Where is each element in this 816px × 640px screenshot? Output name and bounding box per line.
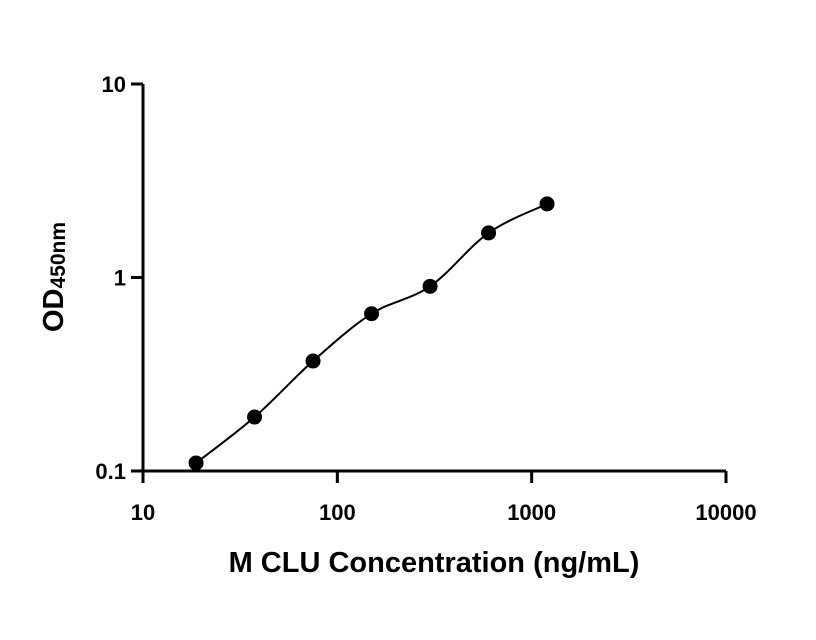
x-tick-label: 10: [131, 500, 155, 525]
y-axis-title-subscript: 450nm: [47, 222, 70, 289]
x-tick-label: 1000: [507, 500, 556, 525]
y-tick-label: 1: [114, 266, 126, 291]
data-point: [189, 455, 204, 470]
y-axis-title: OD450nm: [38, 222, 70, 332]
data-point: [247, 410, 262, 425]
data-point: [364, 306, 379, 321]
axes: [143, 84, 726, 471]
x-tick-label: 100: [319, 500, 356, 525]
y-tick-label: 10: [102, 72, 126, 97]
x-axis-title: M CLU Concentration (ng/mL): [229, 547, 640, 579]
y-axis-title-main: OD: [38, 289, 70, 333]
fit-curve: [196, 204, 547, 463]
data-point: [306, 354, 321, 369]
data-point: [540, 196, 555, 211]
x-tick-label: 10000: [695, 500, 756, 525]
y-tick-label: 0.1: [95, 459, 126, 484]
data-point: [423, 279, 438, 294]
data-points: [189, 196, 555, 470]
data-point: [481, 225, 496, 240]
